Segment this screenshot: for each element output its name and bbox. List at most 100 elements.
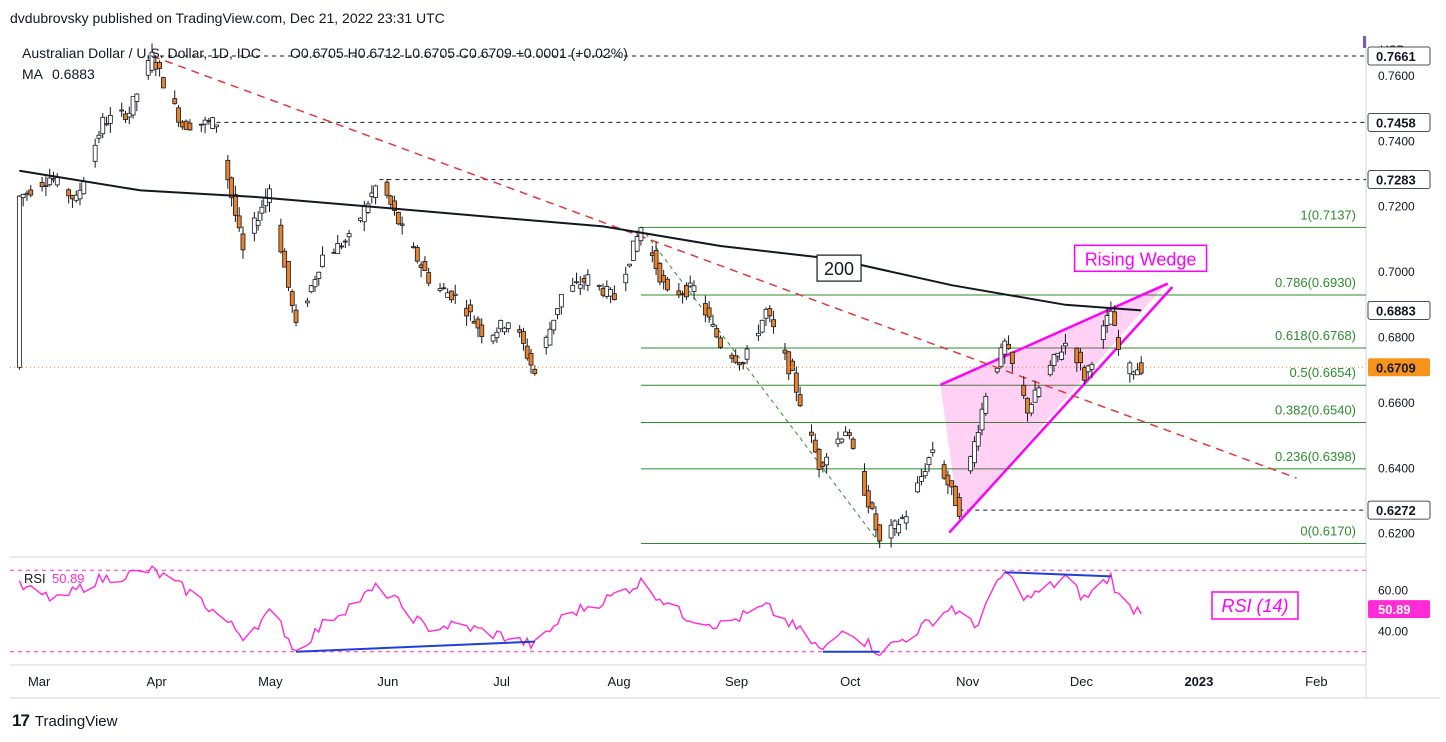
candle-down: [1116, 337, 1121, 350]
candle-down: [953, 485, 958, 506]
time-axis[interactable]: Mar Apr May Jun Jul Aug Sep Oct Nov Dec 2023 Feb: [28, 674, 1328, 689]
price-axis[interactable]: 0.7600 0.7400 0.7200 0.7000 0.6800 0.6600 0.64…: [1378, 69, 1415, 541]
candle-up: [979, 408, 985, 431]
candle-up: [638, 227, 644, 242]
candle-up: [149, 51, 155, 71]
candle-up: [267, 188, 272, 203]
candle-down: [684, 284, 689, 298]
rsi-pane: 60.00 40.00 50.89 RSI (14): [10, 565, 1430, 657]
candle-up: [259, 206, 265, 214]
candle-down: [1112, 311, 1118, 326]
candle-down: [941, 464, 947, 479]
candle-down: [467, 304, 473, 313]
price-label: 0.7661: [1376, 49, 1416, 64]
price-tick-label: 0.6600: [1378, 396, 1415, 410]
candle-up: [43, 185, 49, 188]
candle-up: [96, 134, 102, 139]
price-tick-label: 0.7600: [1378, 69, 1415, 83]
candle-up: [316, 271, 322, 279]
price-tick-label: 0.7000: [1378, 265, 1415, 279]
price-label: 0.7283: [1376, 173, 1416, 188]
candle-up: [574, 281, 579, 284]
candle-down: [475, 318, 481, 329]
candle-up: [1047, 364, 1053, 376]
candle-up: [1028, 403, 1034, 414]
candle-up: [547, 328, 553, 346]
candle-down: [771, 319, 776, 328]
price-label: 0.6709: [1376, 360, 1416, 375]
time-tick-label: Jun: [377, 674, 398, 689]
candle-up: [983, 395, 989, 414]
candle-down: [278, 224, 284, 253]
ma-label: 200: [824, 259, 854, 279]
candle-up: [20, 193, 26, 199]
tradingview-brand[interactable]: 17 TradingView: [12, 711, 117, 731]
price-label: 0.7458: [1376, 115, 1416, 130]
time-tick-label: Nov: [956, 674, 980, 689]
candle-up: [373, 185, 379, 198]
candle-up: [896, 524, 902, 534]
candle-down: [426, 272, 432, 284]
candle-down: [661, 275, 667, 283]
ohlc-values: O0.6705 H0.6712 L0.6705 C0.6709 +0.0001 …: [290, 45, 628, 61]
candle-down: [66, 189, 72, 197]
candle-up: [888, 524, 894, 539]
candle-down: [733, 355, 739, 363]
trendline-layer[interactable]: [151, 55, 1297, 544]
candle-down: [225, 159, 231, 181]
candle-down: [339, 245, 344, 248]
purple-pane-marker: [1363, 36, 1366, 48]
rising-wedge-layer[interactable]: Rising Wedge: [939, 244, 1208, 534]
candle-down: [1006, 343, 1011, 350]
candle-down: [172, 98, 178, 104]
candle-down: [240, 233, 246, 251]
rsi-tick-label: 40.00: [1378, 624, 1408, 638]
rsi-value-box: [1368, 600, 1430, 619]
fib-label: 0.786(0.6930): [1275, 275, 1356, 290]
candle-up: [687, 282, 693, 287]
candle-up: [1036, 387, 1042, 397]
candle-down: [399, 223, 405, 226]
candle-up: [1100, 325, 1106, 341]
price-label-box: [1367, 300, 1431, 320]
candle-down: [232, 194, 238, 216]
candle-down: [157, 62, 163, 69]
candle-up: [756, 333, 761, 337]
wedge-upper-line: [939, 282, 1169, 387]
candle-up: [634, 236, 640, 252]
time-tick-label: Oct: [840, 674, 861, 689]
candle-down: [869, 502, 875, 509]
candle-down: [740, 362, 746, 365]
candle-up: [100, 116, 106, 135]
candle-down: [865, 490, 871, 508]
candle-down: [1078, 351, 1083, 364]
candle-down: [846, 432, 852, 436]
candle-up: [54, 177, 60, 186]
price-label-box: [1367, 112, 1431, 132]
publisher-line: dvdubrovsky published on TradingView.com…: [10, 10, 445, 26]
candle-up: [47, 177, 53, 186]
candle-down: [289, 291, 295, 306]
time-tick-label: Feb: [1305, 674, 1327, 689]
candle-up: [81, 180, 87, 195]
ma-legend-value: 0.6883: [52, 66, 95, 82]
candle-up: [104, 123, 109, 126]
candle-up: [930, 449, 936, 453]
candle-down: [653, 250, 659, 269]
candle-down: [282, 250, 288, 268]
candle-up: [596, 284, 602, 287]
candle-up: [502, 327, 507, 333]
candle-down: [1138, 362, 1144, 374]
fib-label: 0.236(0.6398): [1275, 449, 1356, 464]
rsi-legend-value: 50.89: [52, 571, 85, 586]
candle-down: [714, 328, 720, 338]
candle-down: [392, 200, 397, 212]
candle-down: [850, 438, 856, 449]
rsi-divergence-line: [1004, 571, 1111, 578]
candle-up: [202, 119, 208, 125]
candles-layer: [16, 43, 1144, 549]
candle-down: [657, 262, 663, 283]
candle-up: [585, 274, 591, 286]
candle-down: [532, 368, 538, 374]
